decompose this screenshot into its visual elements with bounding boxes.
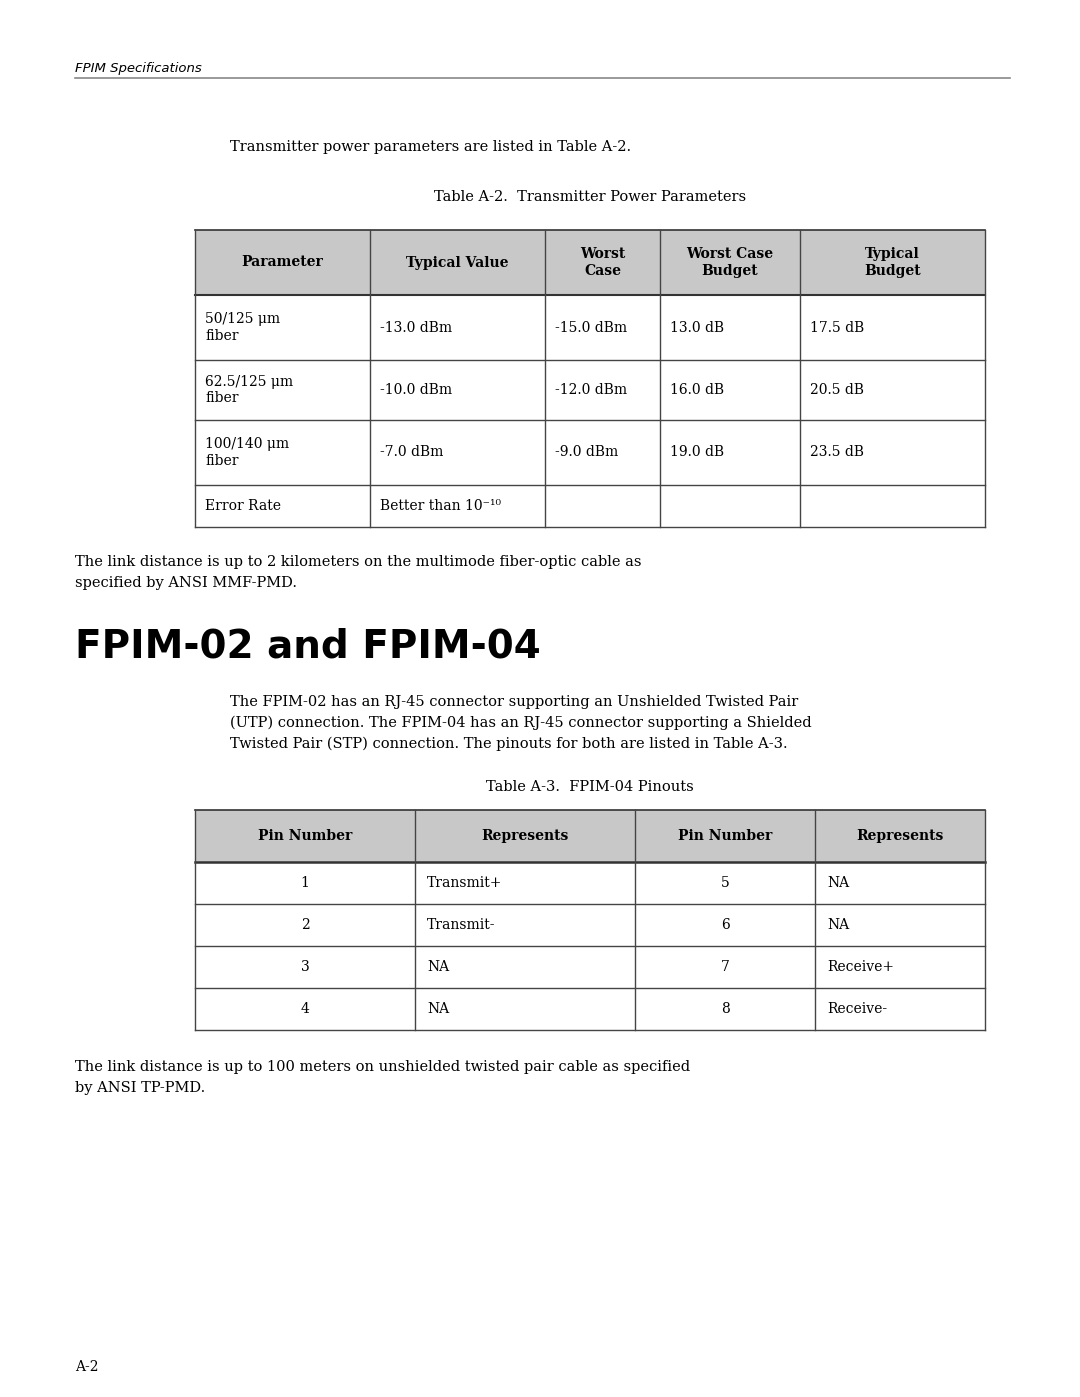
Text: Worst Case
Budget: Worst Case Budget xyxy=(687,247,773,278)
Text: 8: 8 xyxy=(720,1002,729,1016)
Text: FPIM-02 and FPIM-04: FPIM-02 and FPIM-04 xyxy=(75,627,541,665)
Text: NA: NA xyxy=(427,1002,449,1016)
Text: Error Rate: Error Rate xyxy=(205,499,281,513)
Text: Pin Number: Pin Number xyxy=(258,828,352,842)
Text: NA: NA xyxy=(827,876,849,890)
Text: -7.0 dBm: -7.0 dBm xyxy=(380,446,444,460)
Text: -13.0 dBm: -13.0 dBm xyxy=(380,320,453,334)
Text: 2: 2 xyxy=(300,918,309,932)
Text: -12.0 dBm: -12.0 dBm xyxy=(555,383,627,397)
Text: Table A-2.  Transmitter Power Parameters: Table A-2. Transmitter Power Parameters xyxy=(434,190,746,204)
Text: Better than 10⁻¹⁰: Better than 10⁻¹⁰ xyxy=(380,499,501,513)
Text: 19.0 dB: 19.0 dB xyxy=(670,446,724,460)
Text: Table A-3.  FPIM-04 Pinouts: Table A-3. FPIM-04 Pinouts xyxy=(486,780,693,793)
Text: FPIM Specifications: FPIM Specifications xyxy=(75,61,202,75)
Text: 3: 3 xyxy=(300,960,309,974)
Text: A-2: A-2 xyxy=(75,1361,98,1375)
Text: 50/125 μm
fiber: 50/125 μm fiber xyxy=(205,313,280,342)
Text: 7: 7 xyxy=(720,960,729,974)
Text: 62.5/125 μm
fiber: 62.5/125 μm fiber xyxy=(205,374,293,405)
Bar xyxy=(195,810,985,862)
Text: Typical Value: Typical Value xyxy=(406,256,509,270)
Text: The link distance is up to 2 kilometers on the multimode fiber-optic cable as
sp: The link distance is up to 2 kilometers … xyxy=(75,555,642,590)
Text: 6: 6 xyxy=(720,918,729,932)
Text: The link distance is up to 100 meters on unshielded twisted pair cable as specif: The link distance is up to 100 meters on… xyxy=(75,1060,690,1095)
Text: Pin Number: Pin Number xyxy=(678,828,772,842)
Text: NA: NA xyxy=(427,960,449,974)
Text: 20.5 dB: 20.5 dB xyxy=(810,383,864,397)
Text: Parameter: Parameter xyxy=(242,256,323,270)
Text: Transmit+: Transmit+ xyxy=(427,876,502,890)
Text: Represents: Represents xyxy=(482,828,569,842)
Text: Worst
Case: Worst Case xyxy=(580,247,625,278)
Text: 4: 4 xyxy=(300,1002,310,1016)
Bar xyxy=(195,231,985,295)
Text: 1: 1 xyxy=(300,876,310,890)
Text: The FPIM-02 has an RJ-45 connector supporting an Unshielded Twisted Pair
(UTP) c: The FPIM-02 has an RJ-45 connector suppo… xyxy=(230,694,812,752)
Text: 100/140 μm
fiber: 100/140 μm fiber xyxy=(205,437,289,468)
Text: 5: 5 xyxy=(720,876,729,890)
Text: Transmitter power parameters are listed in Table A-2.: Transmitter power parameters are listed … xyxy=(230,140,631,154)
Text: 23.5 dB: 23.5 dB xyxy=(810,446,864,460)
Text: Receive-: Receive- xyxy=(827,1002,887,1016)
Text: -9.0 dBm: -9.0 dBm xyxy=(555,446,618,460)
Text: Transmit-: Transmit- xyxy=(427,918,496,932)
Text: 16.0 dB: 16.0 dB xyxy=(670,383,724,397)
Text: Receive+: Receive+ xyxy=(827,960,894,974)
Text: NA: NA xyxy=(827,918,849,932)
Text: Represents: Represents xyxy=(856,828,944,842)
Text: Typical
Budget: Typical Budget xyxy=(864,247,921,278)
Text: -10.0 dBm: -10.0 dBm xyxy=(380,383,453,397)
Text: 17.5 dB: 17.5 dB xyxy=(810,320,864,334)
Text: 13.0 dB: 13.0 dB xyxy=(670,320,724,334)
Text: -15.0 dBm: -15.0 dBm xyxy=(555,320,627,334)
